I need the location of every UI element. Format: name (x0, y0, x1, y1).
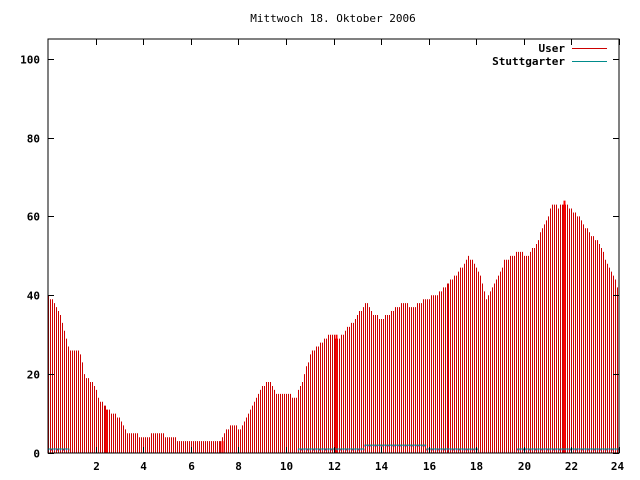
plot-frame (47, 38, 620, 454)
x-tick-label: 16 (423, 460, 437, 473)
legend-label-stuttgarter: Stuttgarter (492, 55, 565, 68)
x-tick-label: 14 (375, 460, 389, 473)
chart-title: Mittwoch 18. Oktober 2006 (250, 12, 416, 25)
x-tick-label: 6 (188, 460, 195, 473)
x-tick-label: 22 (565, 460, 578, 473)
x-tick-label: 20 (518, 460, 531, 473)
x-tick-label: 2 (93, 460, 100, 473)
y-tick-label: 60 (27, 211, 40, 224)
x-tick-label: 18 (470, 460, 483, 473)
x-tick-label: 24 (611, 460, 625, 473)
x-tick-label: 8 (235, 460, 242, 473)
y-tick-label: 100 (20, 54, 40, 67)
x-tick-label: 10 (280, 460, 293, 473)
x-tick-label: 12 (328, 460, 341, 473)
legend-label-user: User (539, 42, 566, 55)
y-tick-label: 20 (27, 369, 40, 382)
y-tick-label: 0 (33, 448, 40, 461)
y-tick-label: 80 (27, 133, 40, 146)
chart-marks (48, 200, 619, 453)
x-tick-label: 4 (140, 460, 147, 473)
y-tick-label: 40 (27, 290, 40, 303)
chart-legend: User Stuttgarter (492, 42, 607, 68)
